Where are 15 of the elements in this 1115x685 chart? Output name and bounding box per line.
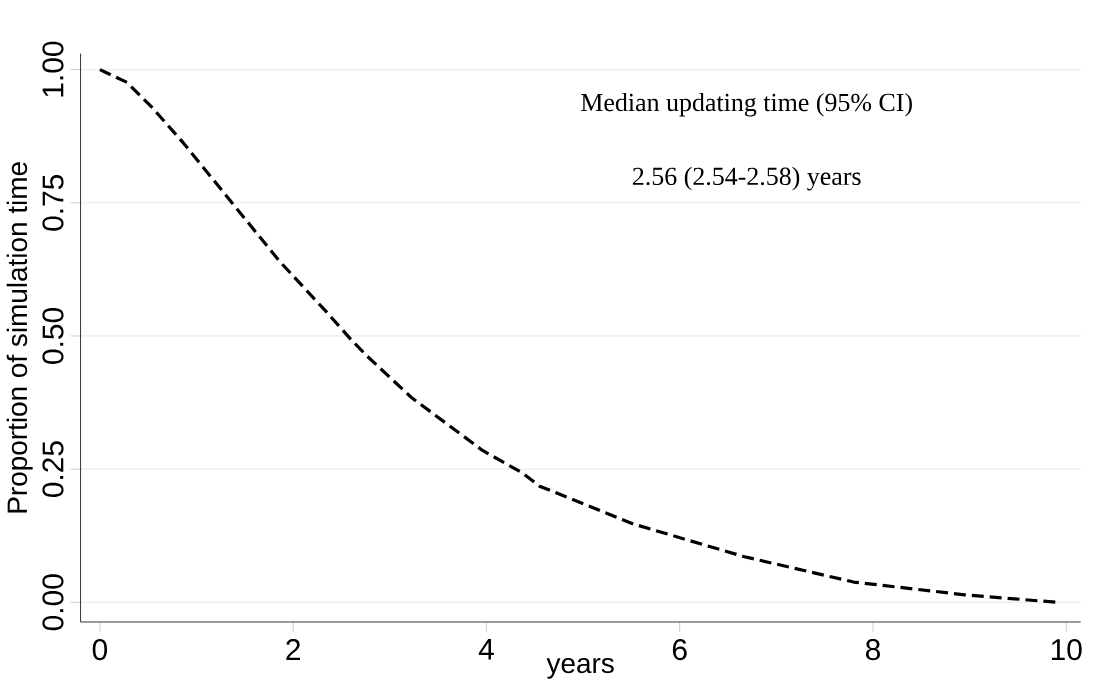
annotation: Median updating time (95% CI) xyxy=(581,92,912,117)
x-tick-label: 10 xyxy=(1051,638,1082,660)
x-tick-label: 6 xyxy=(672,638,687,660)
x-tick-label: 2 xyxy=(286,638,300,660)
y-tick-label: 0.50 xyxy=(42,307,64,364)
y-tick-label: 0.75 xyxy=(42,174,64,231)
x-tick-label: 8 xyxy=(865,638,880,660)
x-axis-title: years xyxy=(546,657,614,679)
x-tick-label: 0 xyxy=(92,638,108,660)
y-tick-label: 1.00 xyxy=(42,41,64,97)
x-tick-label: 4 xyxy=(478,638,494,660)
y-axis-title: Proportion of simulation time xyxy=(6,162,33,513)
annotation: 2.56 (2.54-2.58) years xyxy=(632,166,861,191)
y-tick-label: 0.25 xyxy=(42,441,64,497)
y-tick-label: 0.00 xyxy=(42,574,64,631)
